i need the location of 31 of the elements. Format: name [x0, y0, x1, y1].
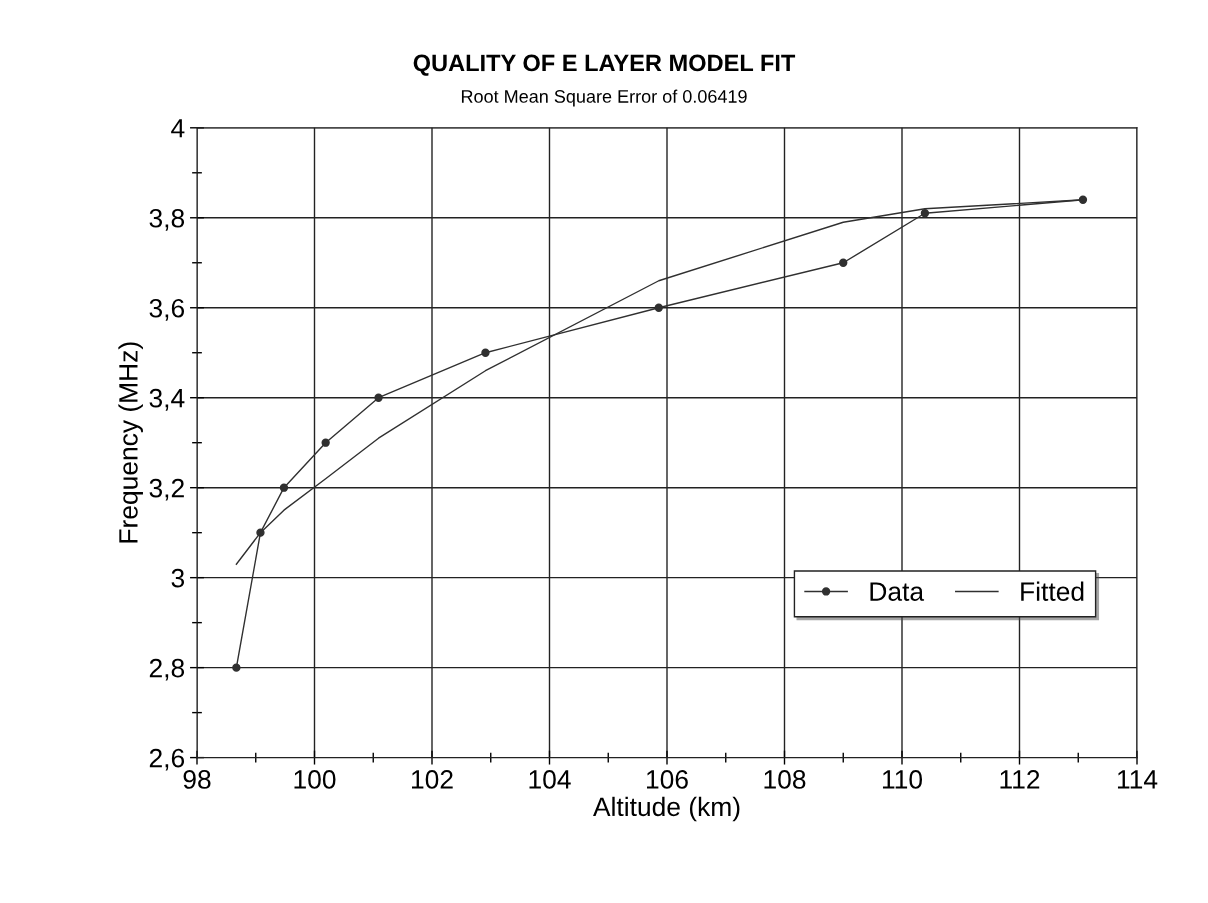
x-tick-label: 112: [1000, 770, 1040, 789]
y-tick-label: 3: [171, 568, 185, 588]
y-tick-label: 3,8: [149, 208, 185, 231]
legend-label: Fitted: [1021, 581, 1084, 601]
x-tick-label: 102: [412, 770, 453, 789]
x-tick-label: 114: [1117, 770, 1158, 789]
y-tick-label: 4: [171, 119, 185, 138]
x-tick-label: 104: [529, 770, 571, 789]
point: [839, 258, 848, 267]
point: [654, 303, 663, 312]
x-tick-label: 106: [647, 770, 688, 789]
y-tick-label: 2,8: [149, 658, 185, 681]
point: [920, 209, 930, 218]
point: [321, 438, 330, 447]
y-tick-label: 2,6: [149, 748, 185, 771]
point: [279, 483, 289, 492]
point: [232, 663, 241, 672]
chart-subtitle: Root Mean Square Error of 0.06419: [461, 89, 747, 107]
x-axis-title: Altitude (km): [593, 796, 740, 822]
x-tick-label: 110: [882, 770, 923, 789]
chart-title: QUALITY OF E LAYER MODEL FIT: [413, 54, 796, 76]
y-axis-title: Frequency (MHz): [118, 342, 143, 543]
x-tick-label: 100: [294, 770, 336, 789]
y-tick-label: 3,4: [149, 388, 185, 411]
y-tick-label: 3,2: [149, 478, 184, 501]
point: [481, 348, 490, 357]
y-tick-label: 3,6: [149, 298, 185, 321]
point: [374, 393, 383, 402]
x-tick-label: 98: [183, 770, 211, 789]
legend-label: Data: [870, 582, 925, 601]
x-tick-label: 108: [764, 770, 806, 789]
